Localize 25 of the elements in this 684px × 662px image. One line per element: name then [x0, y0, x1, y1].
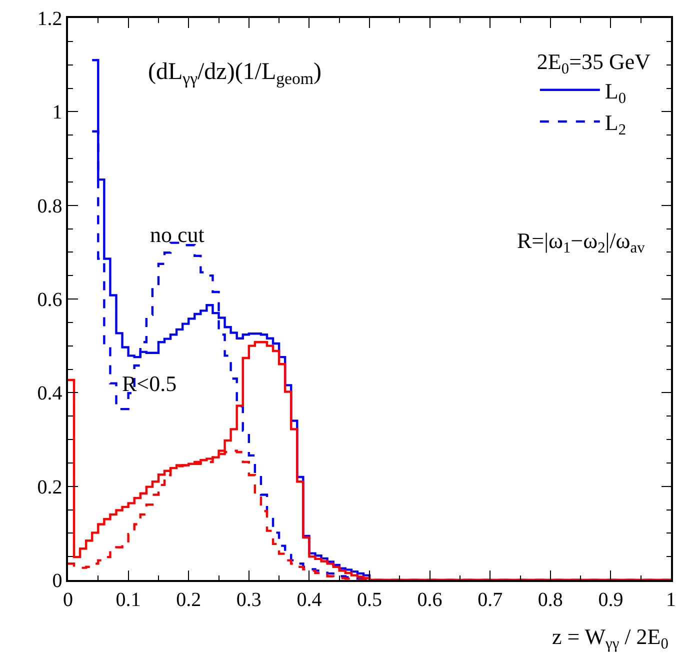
- x-tick-label: 0.7: [478, 588, 503, 611]
- y-axis-title: (dL$_{γγ}$/dz)(1/L$_{geom}$): [148, 59, 322, 88]
- x-axis-title: z = W$_{γγ}$ / 2E$_{0}$: [552, 624, 669, 653]
- legend-title: 2E$_{0}$=35 GeV: [536, 49, 651, 78]
- y-tick-label: 0: [52, 570, 62, 592]
- y-tick-label: 0.6: [37, 289, 62, 311]
- x-tick-label: 0.3: [236, 588, 262, 611]
- legend-label: L$_{2}$: [604, 110, 626, 139]
- y-tick-label: 1.2: [37, 8, 62, 30]
- x-tick-label: 0.4: [296, 588, 322, 611]
- x-tick-label: 0.5: [357, 588, 382, 611]
- x-tick-label: 0.9: [598, 588, 624, 611]
- x-tick-label: 0.2: [176, 588, 202, 611]
- y-tick-label: 0.8: [37, 195, 62, 218]
- x-tick-label: 0.6: [417, 588, 442, 611]
- annotation: R=|ω$_{1}$−ω$_{2}$|/ω$_{av}$: [517, 228, 646, 257]
- x-tick-label: 0.8: [538, 588, 563, 611]
- y-tick-label: 0.4: [37, 382, 62, 405]
- annotation: no cut: [150, 222, 204, 247]
- annotation: R<0.5: [122, 371, 177, 396]
- x-tick-label: 1: [666, 588, 676, 611]
- x-tick-label: 0.1: [116, 588, 141, 611]
- y-tick-label: 1: [52, 102, 62, 124]
- legend-label: L$_{0}$: [604, 78, 626, 108]
- y-tick-label: 0.2: [37, 476, 62, 498]
